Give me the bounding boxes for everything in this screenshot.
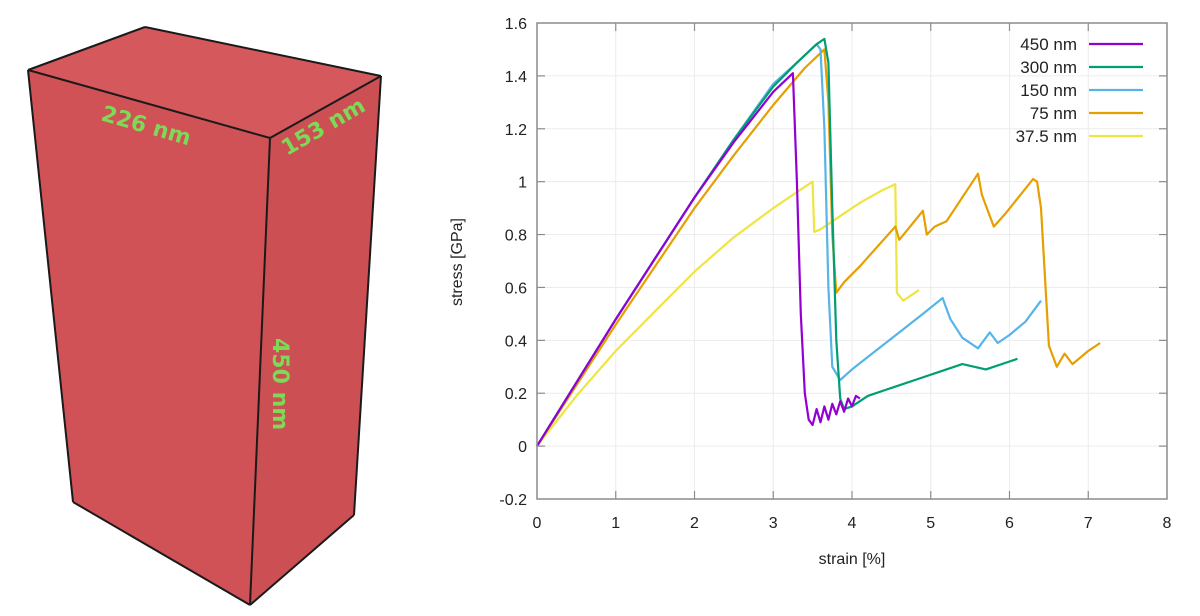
x-tick-label: 1: [611, 515, 620, 532]
chart-series: [536, 37, 1101, 447]
box-edge: [249, 514, 355, 606]
chart-legend: 450 nm 300 nm 150 nm 75 nm 37.5 nm: [1016, 35, 1143, 146]
x-tick-label: 6: [1005, 515, 1014, 532]
x-tick-label: 0: [533, 515, 542, 532]
box-edges: [27, 26, 382, 606]
nanopillar-box: 226 nm 153 nm 450 nm: [27, 26, 382, 606]
box-edge: [269, 75, 382, 139]
series-line-37-5-nm: [536, 180, 920, 447]
series-line-75-nm: [536, 48, 1101, 447]
x-tick-label: 3: [769, 515, 778, 532]
chart-grid: [537, 23, 1167, 499]
box-edge: [27, 69, 271, 139]
legend-label: 300 nm: [1020, 58, 1077, 77]
y-tick-label: 1.2: [505, 122, 527, 139]
legend-label: 450 nm: [1020, 35, 1077, 54]
legend-label: 37.5 nm: [1016, 127, 1077, 146]
series-line-150-nm: [536, 43, 1042, 447]
box-edge: [353, 75, 382, 516]
box-front-face: [28, 70, 270, 605]
x-tick-label: 4: [848, 515, 857, 532]
x-tick-label: 8: [1163, 515, 1172, 532]
y-tick-label: 0.6: [505, 280, 527, 297]
axis-ticks: [537, 23, 1167, 499]
y-tick-label: 1.4: [505, 69, 527, 86]
series-line-450-nm: [536, 72, 861, 447]
legend-label: 150 nm: [1020, 81, 1077, 100]
x-tick-label: 5: [926, 515, 935, 532]
y-tick-label: 1.6: [505, 16, 527, 33]
x-tick-label: 7: [1084, 515, 1093, 532]
y-tick-label: 1: [518, 175, 527, 192]
box-edge: [144, 26, 382, 77]
y-axis-label: stress [GPa]: [449, 218, 466, 306]
y-tick-label: 0.4: [505, 333, 527, 350]
x-axis-label: strain [%]: [819, 551, 886, 568]
box-side-face: [250, 76, 381, 605]
y-tick-label: 0: [518, 439, 527, 456]
x-axis-tick-labels: 0 1 2 3 4 5 6 7 8: [533, 515, 1172, 532]
y-axis-tick-labels: -0.2 0 0.2 0.4 0.6 0.8 1 1.2 1.4 1.6: [499, 16, 527, 509]
box-edge: [27, 69, 74, 503]
legend-label: 75 nm: [1030, 104, 1077, 123]
y-tick-label: -0.2: [499, 492, 527, 509]
y-tick-label: 0.2: [505, 386, 527, 403]
box-edge: [27, 26, 146, 71]
box-edge: [72, 501, 251, 606]
stress-strain-chart: 0 1 2 3 4 5 6 7 8 -0.2 0 0.2 0.4 0.6 0.8 1 1.2 1.4 1.6 st…: [449, 16, 1172, 568]
box-edge: [249, 137, 271, 606]
x-tick-label: 2: [690, 515, 699, 532]
dimension-height-label: 450 nm: [267, 338, 292, 430]
y-tick-label: 0.8: [505, 228, 527, 245]
box-top-face: [28, 27, 381, 138]
